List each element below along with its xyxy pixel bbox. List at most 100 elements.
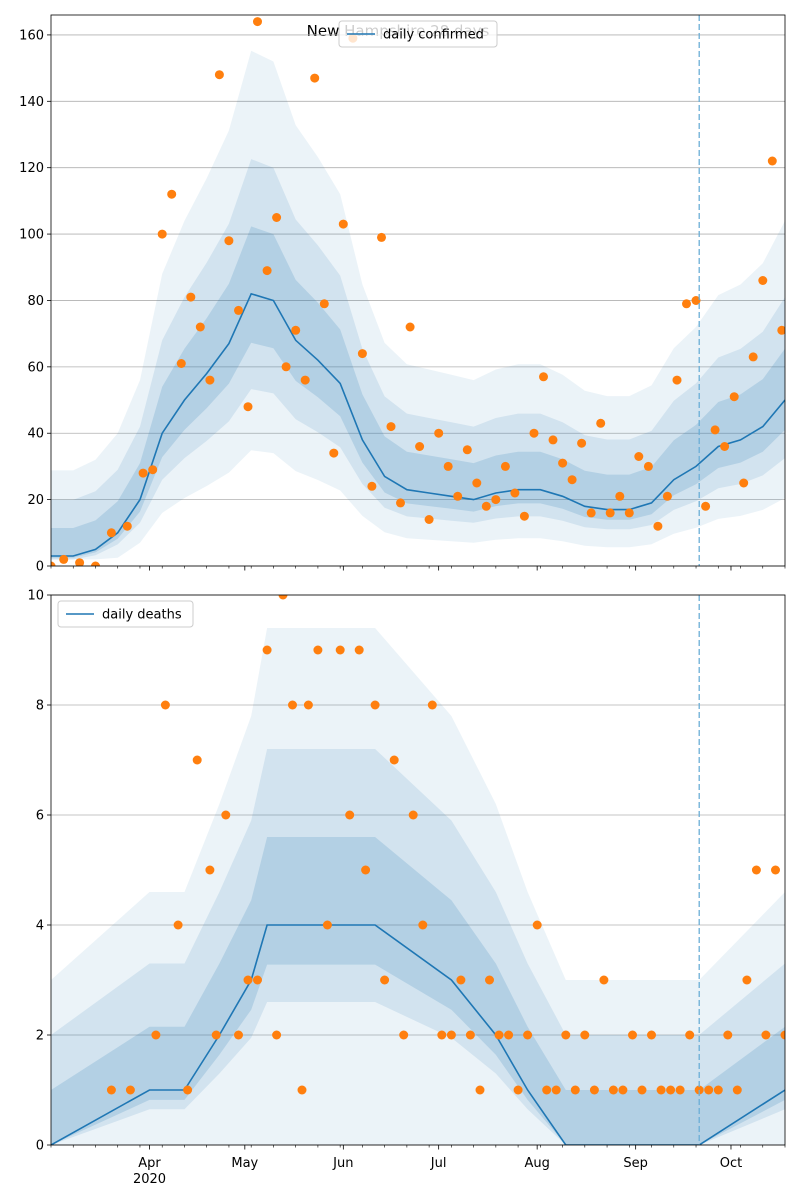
data-point	[303, 700, 313, 710]
x-tick-label: Oct	[720, 1156, 742, 1171]
x-tick-label: May	[231, 1156, 258, 1171]
data-point	[701, 501, 711, 511]
y-tick-label: 20	[27, 493, 44, 508]
data-point	[389, 755, 399, 765]
data-point	[138, 468, 148, 478]
data-point	[51, 561, 56, 566]
data-point	[494, 1030, 504, 1040]
data-point	[329, 448, 339, 458]
data-point	[234, 1030, 243, 1040]
data-point	[361, 865, 371, 875]
data-point	[586, 508, 596, 518]
data-point	[272, 213, 282, 222]
y-tick-label: 4	[36, 919, 44, 934]
data-point	[513, 1085, 523, 1095]
data-point	[704, 1085, 714, 1095]
data-point	[205, 375, 215, 385]
data-point	[243, 975, 253, 985]
data-point	[437, 1030, 447, 1040]
y-tick-label: 120	[19, 161, 44, 176]
data-point	[777, 325, 785, 335]
data-point	[183, 1085, 193, 1095]
data-point	[580, 1030, 590, 1040]
x-tick-label: Jul	[430, 1156, 447, 1171]
data-point	[338, 219, 348, 229]
data-point	[491, 495, 501, 505]
data-point	[742, 975, 752, 985]
data-point	[75, 558, 85, 566]
y-tick-label: 0	[36, 560, 44, 575]
data-point	[472, 478, 482, 488]
series-line	[51, 292, 785, 557]
data-point	[160, 700, 170, 710]
data-point	[313, 645, 323, 655]
data-point	[300, 375, 310, 385]
data-point	[151, 1030, 161, 1040]
data-point	[262, 266, 272, 276]
data-point	[291, 325, 301, 335]
data-point	[561, 1030, 571, 1040]
data-point	[370, 700, 380, 710]
data-point	[243, 402, 253, 412]
data-point	[288, 700, 297, 710]
x-tick-label: Sep	[623, 1156, 648, 1171]
data-point	[532, 920, 542, 930]
data-point	[567, 475, 577, 485]
data-point	[656, 1085, 666, 1095]
data-point	[551, 1085, 561, 1095]
data-point	[758, 276, 768, 285]
data-point	[643, 461, 653, 471]
y-tick-label: 6	[36, 809, 44, 824]
data-point	[345, 810, 355, 820]
y-tick-label: 100	[19, 228, 44, 243]
uncertainty-band	[51, 159, 785, 560]
legend-box	[57, 600, 194, 628]
data-point	[539, 372, 548, 382]
data-point	[485, 975, 494, 985]
data-point	[415, 442, 425, 451]
data-point	[148, 465, 158, 475]
data-point	[357, 349, 367, 359]
data-point	[691, 296, 701, 305]
data-point	[427, 700, 437, 710]
data-point	[125, 1085, 135, 1095]
uncertainty-band	[51, 749, 785, 1145]
y-tick-label: 8	[36, 699, 44, 714]
data-point	[167, 189, 177, 199]
data-point	[682, 299, 691, 309]
data-point	[106, 528, 116, 538]
data-point	[234, 305, 243, 315]
data-point	[322, 920, 332, 930]
data-point	[205, 865, 215, 875]
y-tick-label: 80	[27, 294, 44, 309]
deaths-panel: 0 2 4 6 8 10 daily deaths	[27, 589, 786, 1154]
data-point	[443, 461, 453, 471]
data-point	[542, 1085, 552, 1095]
data-point	[596, 418, 606, 428]
data-point	[510, 488, 520, 498]
uncertainty-band	[51, 50, 785, 560]
data-point	[767, 156, 777, 166]
data-point	[624, 508, 634, 518]
data-point	[589, 1085, 599, 1095]
data-point	[666, 1085, 676, 1095]
data-point	[399, 1030, 409, 1040]
data-point	[739, 478, 749, 488]
data-point	[608, 1085, 618, 1095]
data-point	[418, 920, 428, 930]
confirmed-panel: 0 20 40 60 80 100 120 140 160 daily confirmed	[19, 14, 786, 575]
data-point	[367, 481, 377, 491]
y-tick-label: 40	[27, 427, 44, 442]
data-point	[310, 73, 320, 83]
legend-label: daily deaths	[102, 608, 182, 623]
plot-area	[51, 595, 785, 1145]
x-year-label: 2020	[133, 1172, 166, 1187]
data-point	[519, 511, 529, 521]
data-point	[192, 755, 202, 765]
plot-area	[51, 17, 785, 566]
series-line	[51, 924, 785, 1145]
data-point	[647, 1030, 656, 1040]
axes-frame	[50, 594, 786, 1146]
y-tick-label: 0	[36, 1139, 44, 1154]
